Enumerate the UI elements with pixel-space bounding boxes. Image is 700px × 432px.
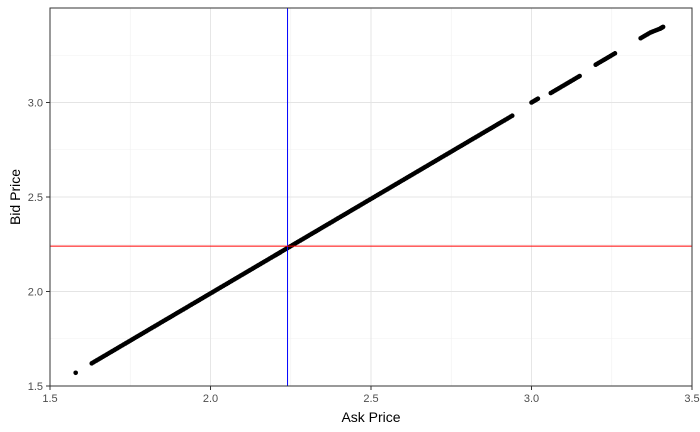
data-point [612, 51, 618, 56]
y-axis-ticks: 1.5 2.0 2.5 3.0 [28, 98, 50, 393]
y-tick-label: 1.5 [28, 381, 43, 393]
x-axis-ticks: 1.5 2.0 2.5 3.0 3.5 [42, 386, 700, 405]
x-tick-label: 3.5 [684, 393, 699, 405]
y-tick-label: 3.0 [28, 98, 43, 110]
y-tick-label: 2.0 [28, 287, 43, 299]
data-point [509, 113, 515, 119]
y-axis-title: Bid Price [7, 169, 23, 225]
data-point [73, 370, 78, 376]
x-tick-label: 1.5 [42, 393, 57, 405]
x-axis-title: Ask Price [341, 409, 400, 425]
data-point [577, 73, 582, 79]
x-tick-label: 2.5 [363, 393, 378, 405]
y-tick-label: 2.5 [28, 192, 43, 204]
x-tick-label: 3.0 [524, 393, 539, 405]
data-points [73, 24, 666, 376]
data-point [660, 24, 666, 30]
reference-lines [50, 8, 692, 386]
x-tick-label: 2.0 [203, 393, 218, 405]
data-point [535, 96, 541, 102]
